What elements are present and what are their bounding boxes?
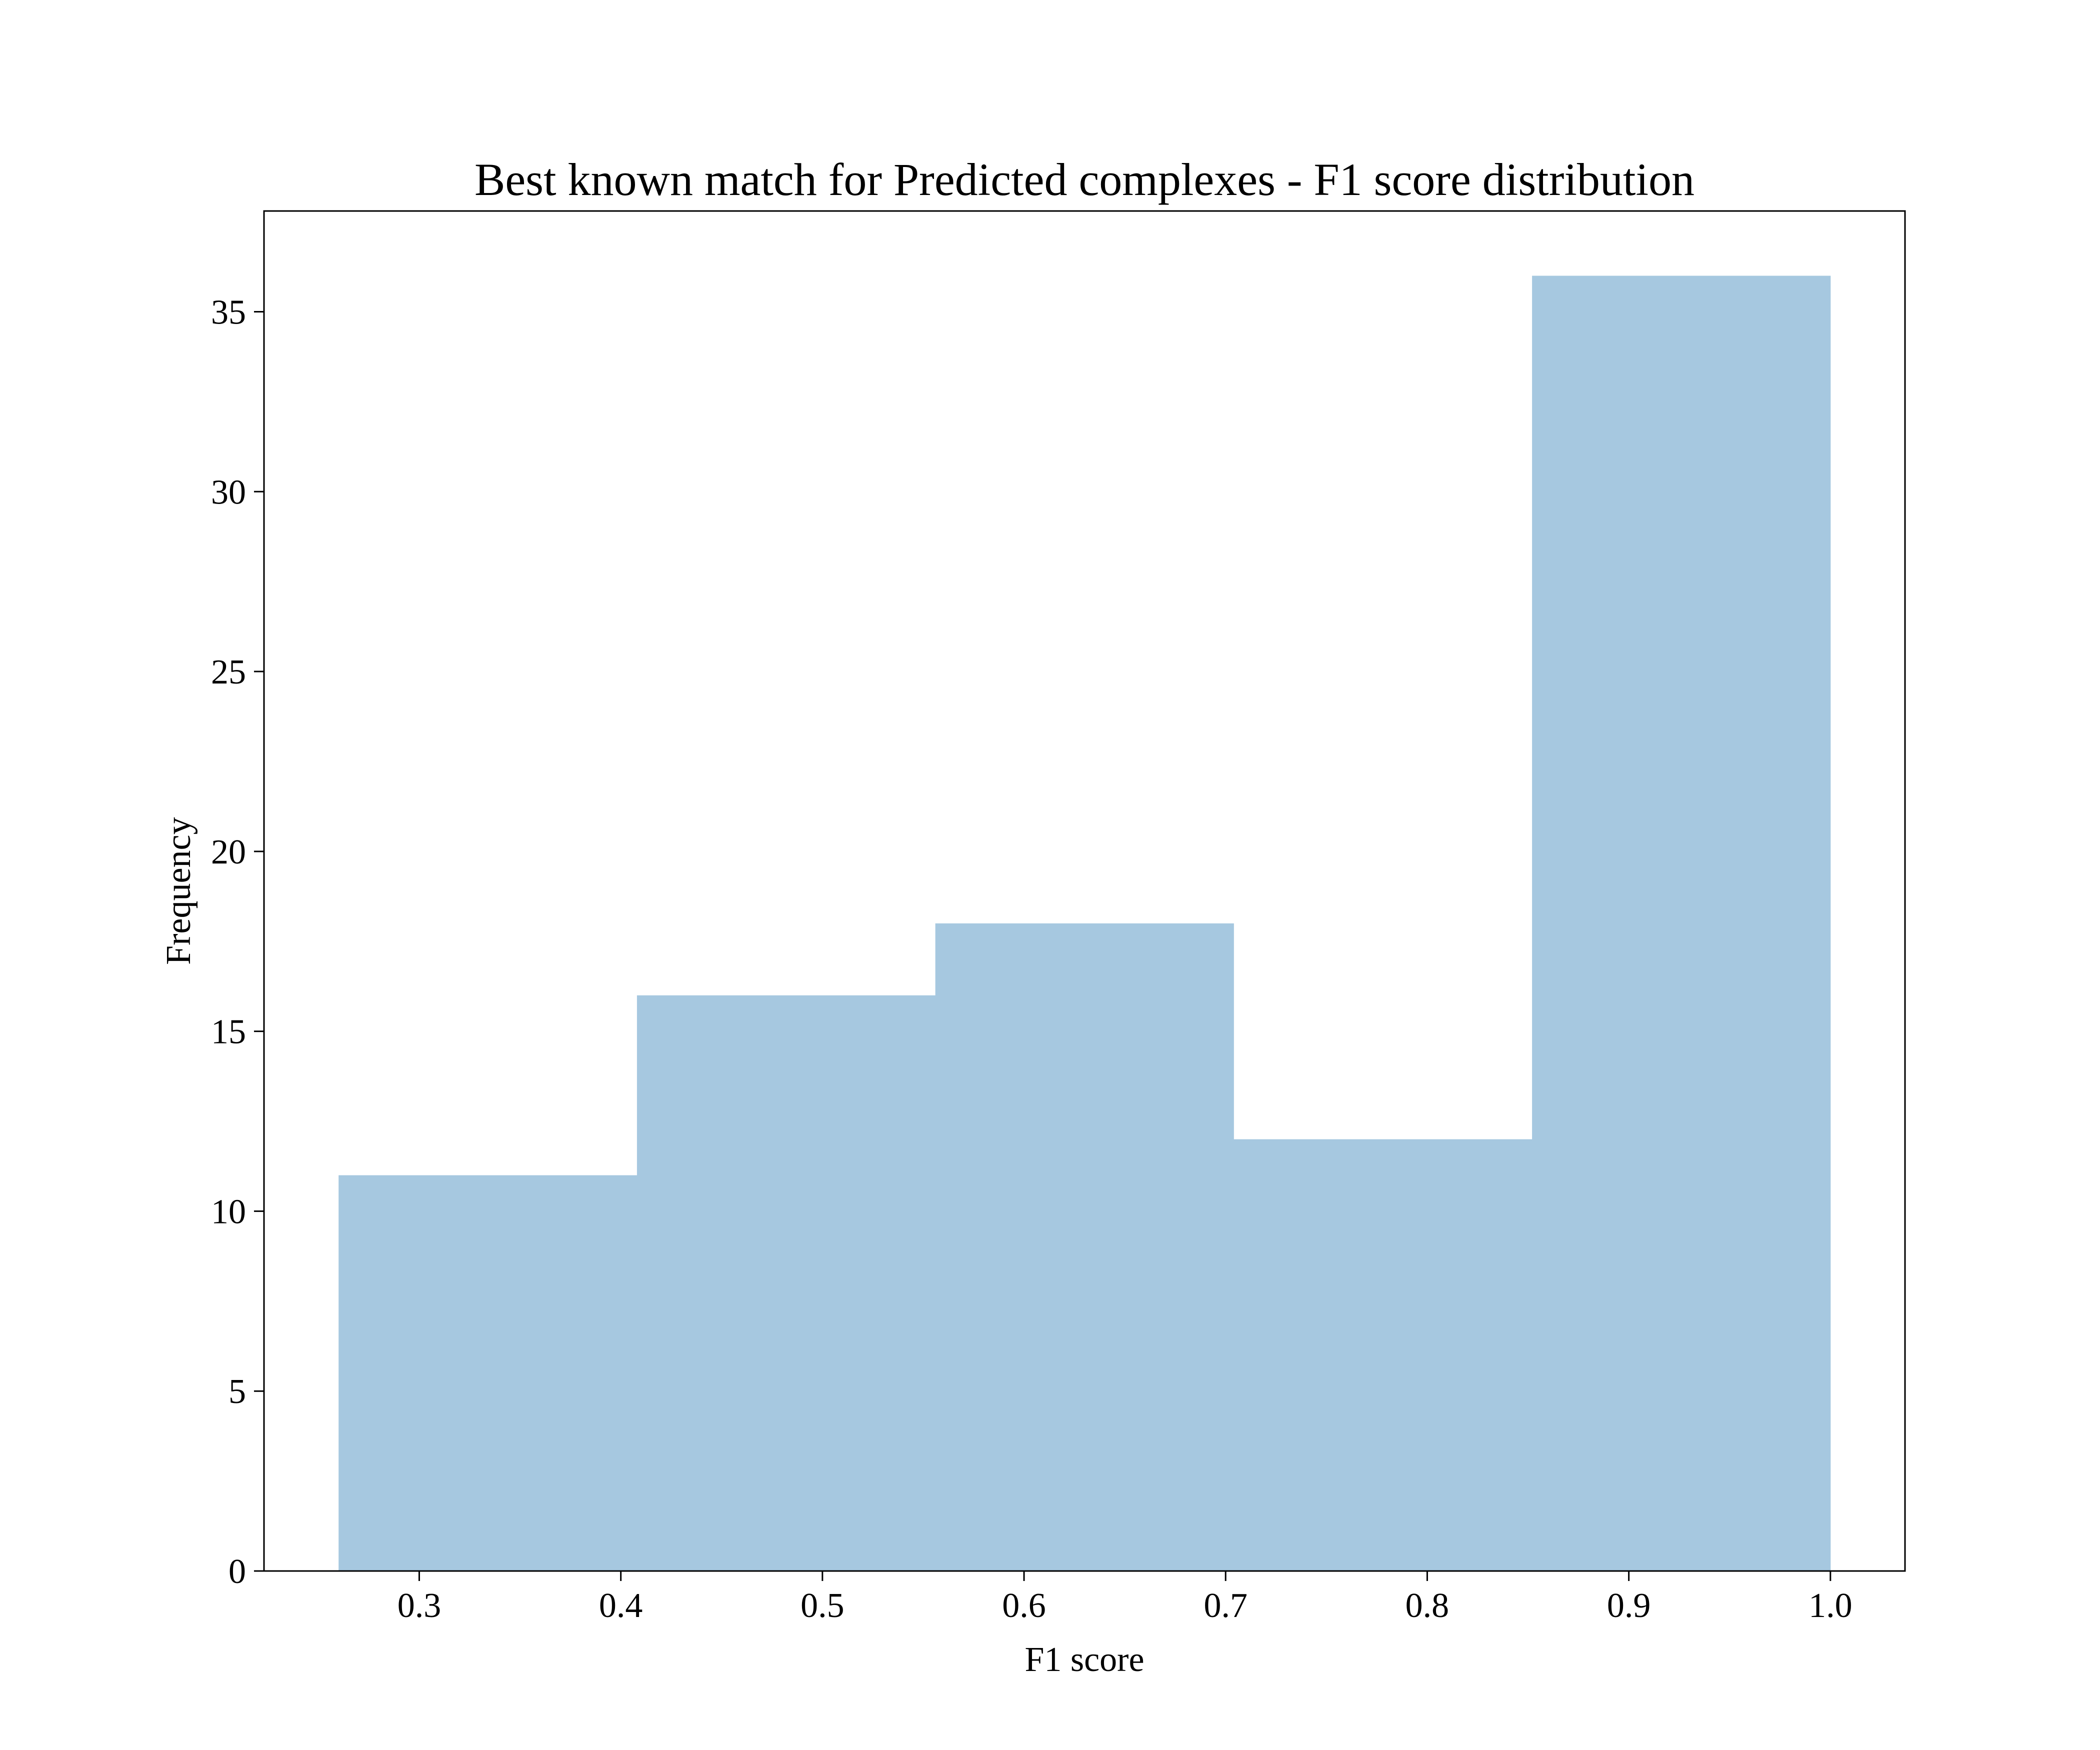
y-tick-label: 30 — [211, 473, 246, 512]
histogram-bar — [1532, 276, 1831, 1571]
y-axis-label: Frequency — [160, 817, 198, 964]
y-tick-label: 5 — [228, 1372, 246, 1411]
x-tick-label: 0.3 — [398, 1586, 442, 1625]
chart-title: Best known match for Predicted complexes… — [474, 154, 1694, 205]
x-tick-label: 0.4 — [599, 1586, 643, 1625]
x-tick-label: 0.7 — [1204, 1586, 1248, 1625]
plot-frame — [263, 210, 1906, 1572]
x-tick-label: 0.5 — [800, 1586, 844, 1625]
y-tick-label: 0 — [228, 1552, 246, 1591]
x-axis-ticks: 0.3 0.4 0.5 0.6 0.7 0.8 0.9 1.0 — [398, 1571, 1852, 1625]
y-tick-label: 25 — [211, 653, 246, 692]
y-tick-label: 35 — [211, 293, 246, 332]
histogram-bar — [1234, 1139, 1532, 1571]
histogram-bar — [935, 923, 1234, 1571]
y-tick-label: 20 — [211, 833, 246, 872]
y-axis-ticks: 0 5 10 15 20 25 30 35 — [211, 293, 264, 1591]
x-axis-label: F1 score — [1024, 1640, 1144, 1679]
x-tick-label: 0.6 — [1002, 1586, 1046, 1625]
histogram-bar — [338, 1175, 638, 1571]
x-tick-label: 0.8 — [1406, 1586, 1450, 1625]
histogram-bar — [636, 995, 936, 1571]
y-tick-label: 15 — [211, 1013, 246, 1052]
x-tick-label: 1.0 — [1808, 1586, 1852, 1625]
x-tick-label: 0.9 — [1607, 1586, 1651, 1625]
y-tick-label: 10 — [211, 1192, 246, 1231]
histogram-bars — [338, 276, 1831, 1571]
